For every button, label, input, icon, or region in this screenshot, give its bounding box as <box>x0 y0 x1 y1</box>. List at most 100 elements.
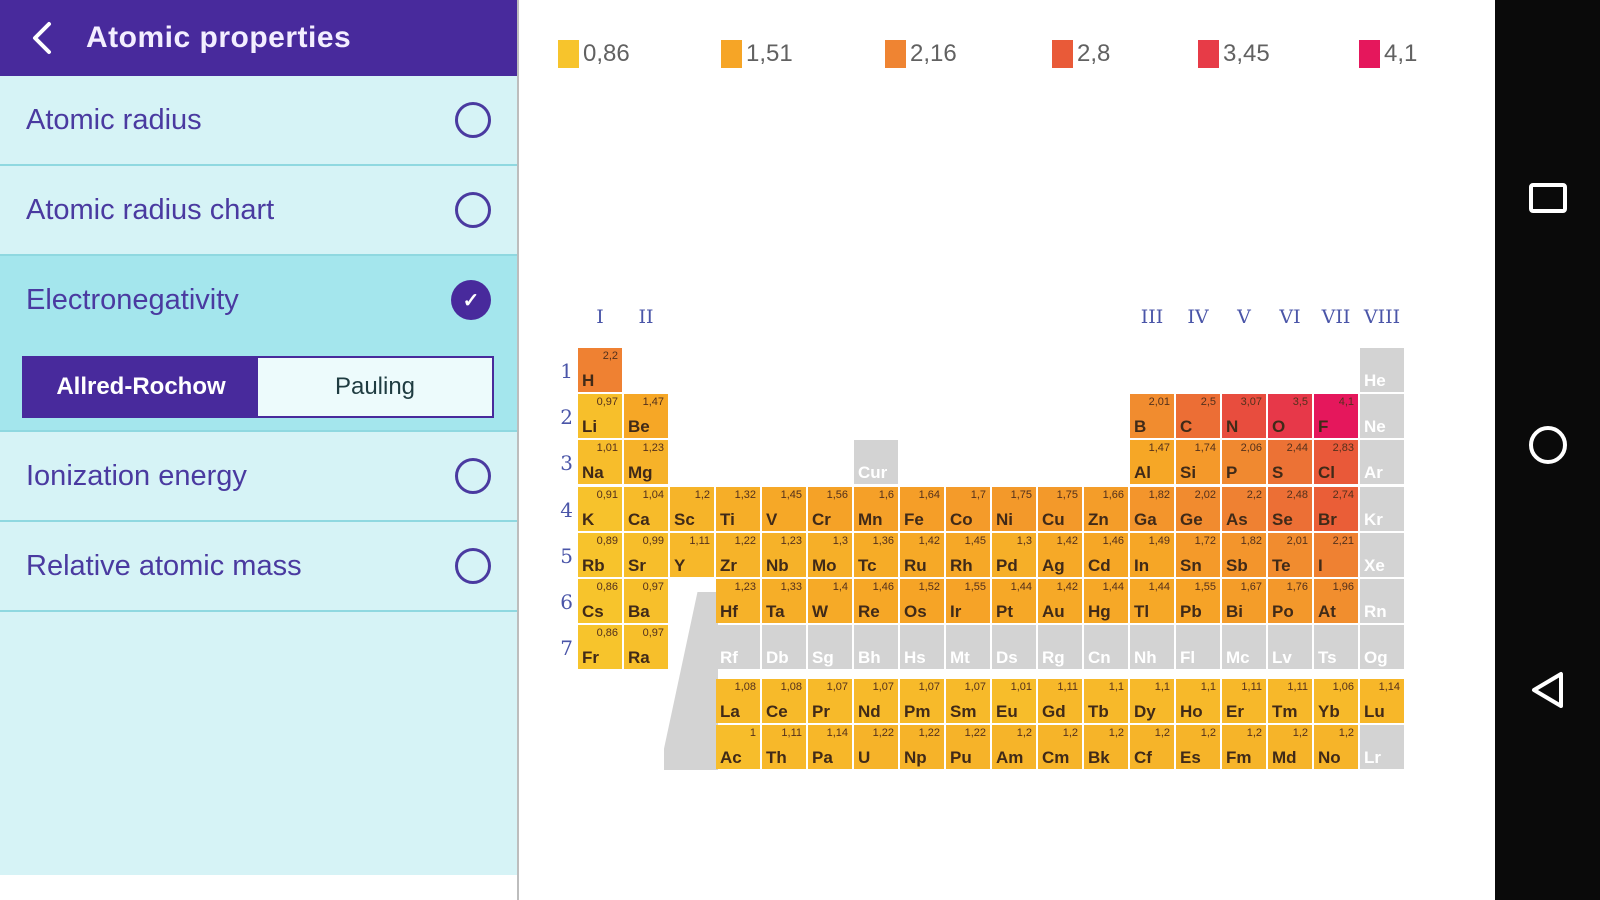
element-cell-ne[interactable]: Ne <box>1360 394 1404 438</box>
element-cell-mo[interactable]: 1,3 Mo <box>808 533 852 577</box>
element-cell-ac[interactable]: 1 Ac <box>716 725 760 769</box>
element-cell-h[interactable]: 2,2 H <box>578 348 622 392</box>
element-cell-nh[interactable]: Nh <box>1130 625 1174 669</box>
cursor-cell[interactable]: Cur <box>854 440 898 484</box>
element-cell-tc[interactable]: 1,36 Tc <box>854 533 898 577</box>
element-cell-ho[interactable]: 1,1 Ho <box>1176 679 1220 723</box>
element-cell-co[interactable]: 1,7 Co <box>946 487 990 531</box>
element-cell-nb[interactable]: 1,23 Nb <box>762 533 806 577</box>
element-cell-fe[interactable]: 1,64 Fe <box>900 487 944 531</box>
element-cell-rf[interactable]: Rf <box>716 625 760 669</box>
sidebar-item-ionization-energy[interactable]: Ionization energy <box>0 432 517 522</box>
element-cell-fr[interactable]: 0,86 Fr <box>578 625 622 669</box>
element-cell-ag[interactable]: 1,42 Ag <box>1038 533 1082 577</box>
element-cell-lu[interactable]: 1,14 Lu <box>1360 679 1404 723</box>
element-cell-pb[interactable]: 1,55 Pb <box>1176 579 1220 623</box>
element-cell-se[interactable]: 2,48 Se <box>1268 487 1312 531</box>
element-cell-mg[interactable]: 1,23 Mg <box>624 440 668 484</box>
element-cell-ga[interactable]: 1,82 Ga <box>1130 487 1174 531</box>
element-cell-al[interactable]: 1,47 Al <box>1130 440 1174 484</box>
element-cell-cu[interactable]: 1,75 Cu <box>1038 487 1082 531</box>
element-cell-ba[interactable]: 0,97 Ba <box>624 579 668 623</box>
element-cell-ir[interactable]: 1,55 Ir <box>946 579 990 623</box>
element-cell-eu[interactable]: 1,01 Eu <box>992 679 1036 723</box>
element-cell-no[interactable]: 1,2 No <box>1314 725 1358 769</box>
element-cell-p[interactable]: 2,06 P <box>1222 440 1266 484</box>
element-cell-i[interactable]: 2,21 I <box>1314 533 1358 577</box>
element-cell-cm[interactable]: 1,2 Cm <box>1038 725 1082 769</box>
element-cell-ta[interactable]: 1,33 Ta <box>762 579 806 623</box>
element-cell-sb[interactable]: 1,82 Sb <box>1222 533 1266 577</box>
element-cell-he[interactable]: He <box>1360 348 1404 392</box>
element-cell-o[interactable]: 3,5 O <box>1268 394 1312 438</box>
radio-icon[interactable] <box>455 102 491 138</box>
element-cell-pr[interactable]: 1,07 Pr <box>808 679 852 723</box>
element-cell-f[interactable]: 4,1 F <box>1314 394 1358 438</box>
element-cell-w[interactable]: 1,4 W <box>808 579 852 623</box>
radio-icon[interactable] <box>455 458 491 494</box>
sidebar-item-atomic-radius-chart[interactable]: Atomic radius chart <box>0 166 517 256</box>
element-cell-sr[interactable]: 0,99 Sr <box>624 533 668 577</box>
element-cell-og[interactable]: Og <box>1360 625 1404 669</box>
element-cell-s[interactable]: 2,44 S <box>1268 440 1312 484</box>
element-cell-ds[interactable]: Ds <box>992 625 1036 669</box>
element-cell-te[interactable]: 2,01 Te <box>1268 533 1312 577</box>
element-cell-sc[interactable]: 1,2 Sc <box>670 487 714 531</box>
element-cell-na[interactable]: 1,01 Na <box>578 440 622 484</box>
element-cell-rn[interactable]: Rn <box>1360 579 1404 623</box>
element-cell-xe[interactable]: Xe <box>1360 533 1404 577</box>
element-cell-bk[interactable]: 1,2 Bk <box>1084 725 1128 769</box>
element-cell-sm[interactable]: 1,07 Sm <box>946 679 990 723</box>
element-cell-es[interactable]: 1,2 Es <box>1176 725 1220 769</box>
element-cell-ca[interactable]: 1,04 Ca <box>624 487 668 531</box>
sidebar-item-relative-atomic-mass[interactable]: Relative atomic mass <box>0 522 517 612</box>
element-cell-hg[interactable]: 1,44 Hg <box>1084 579 1128 623</box>
element-cell-mc[interactable]: Mc <box>1222 625 1266 669</box>
element-cell-bh[interactable]: Bh <box>854 625 898 669</box>
radio-icon[interactable] <box>455 548 491 584</box>
element-cell-sg[interactable]: Sg <box>808 625 852 669</box>
element-cell-be[interactable]: 1,47 Be <box>624 394 668 438</box>
element-cell-np[interactable]: 1,22 Np <box>900 725 944 769</box>
element-cell-yb[interactable]: 1,06 Yb <box>1314 679 1358 723</box>
element-cell-rh[interactable]: 1,45 Rh <box>946 533 990 577</box>
element-cell-ti[interactable]: 1,32 Ti <box>716 487 760 531</box>
element-cell-tm[interactable]: 1,11 Tm <box>1268 679 1312 723</box>
element-cell-ar[interactable]: Ar <box>1360 440 1404 484</box>
scale-option-pauling[interactable]: Pauling <box>334 373 416 400</box>
element-cell-ru[interactable]: 1,42 Ru <box>900 533 944 577</box>
element-cell-pt[interactable]: 1,44 Pt <box>992 579 1036 623</box>
element-cell-md[interactable]: 1,2 Md <box>1268 725 1312 769</box>
element-cell-bi[interactable]: 1,67 Bi <box>1222 579 1266 623</box>
element-cell-am[interactable]: 1,2 Am <box>992 725 1036 769</box>
element-cell-at[interactable]: 1,96 At <box>1314 579 1358 623</box>
element-cell-cd[interactable]: 1,46 Cd <box>1084 533 1128 577</box>
element-cell-cs[interactable]: 0,86 Cs <box>578 579 622 623</box>
element-cell-si[interactable]: 1,74 Si <box>1176 440 1220 484</box>
element-cell-lr[interactable]: Lr <box>1360 725 1404 769</box>
sidebar-item-atomic-radius[interactable]: Atomic radius <box>0 76 517 166</box>
element-cell-br[interactable]: 2,74 Br <box>1314 487 1358 531</box>
element-cell-dy[interactable]: 1,1 Dy <box>1130 679 1174 723</box>
element-cell-tb[interactable]: 1,1 Tb <box>1084 679 1128 723</box>
element-cell-pd[interactable]: 1,3 Pd <box>992 533 1036 577</box>
element-cell-re[interactable]: 1,46 Re <box>854 579 898 623</box>
element-cell-ra[interactable]: 0,97 Ra <box>624 625 668 669</box>
element-cell-ni[interactable]: 1,75 Ni <box>992 487 1036 531</box>
back-nav-icon[interactable] <box>1495 670 1600 710</box>
element-cell-cl[interactable]: 2,83 Cl <box>1314 440 1358 484</box>
element-cell-pu[interactable]: 1,22 Pu <box>946 725 990 769</box>
element-cell-lv[interactable]: Lv <box>1268 625 1312 669</box>
element-cell-kr[interactable]: Kr <box>1360 487 1404 531</box>
element-cell-cr[interactable]: 1,56 Cr <box>808 487 852 531</box>
element-cell-hs[interactable]: Hs <box>900 625 944 669</box>
element-cell-ge[interactable]: 2,02 Ge <box>1176 487 1220 531</box>
element-cell-c[interactable]: 2,5 C <box>1176 394 1220 438</box>
element-cell-v[interactable]: 1,45 V <box>762 487 806 531</box>
element-cell-ts[interactable]: Ts <box>1314 625 1358 669</box>
radio-icon[interactable] <box>455 192 491 228</box>
element-cell-tl[interactable]: 1,44 Tl <box>1130 579 1174 623</box>
scale-option-allred-rochow[interactable]: Allred-Rochow <box>24 358 258 416</box>
element-cell-sn[interactable]: 1,72 Sn <box>1176 533 1220 577</box>
element-cell-pa[interactable]: 1,14 Pa <box>808 725 852 769</box>
